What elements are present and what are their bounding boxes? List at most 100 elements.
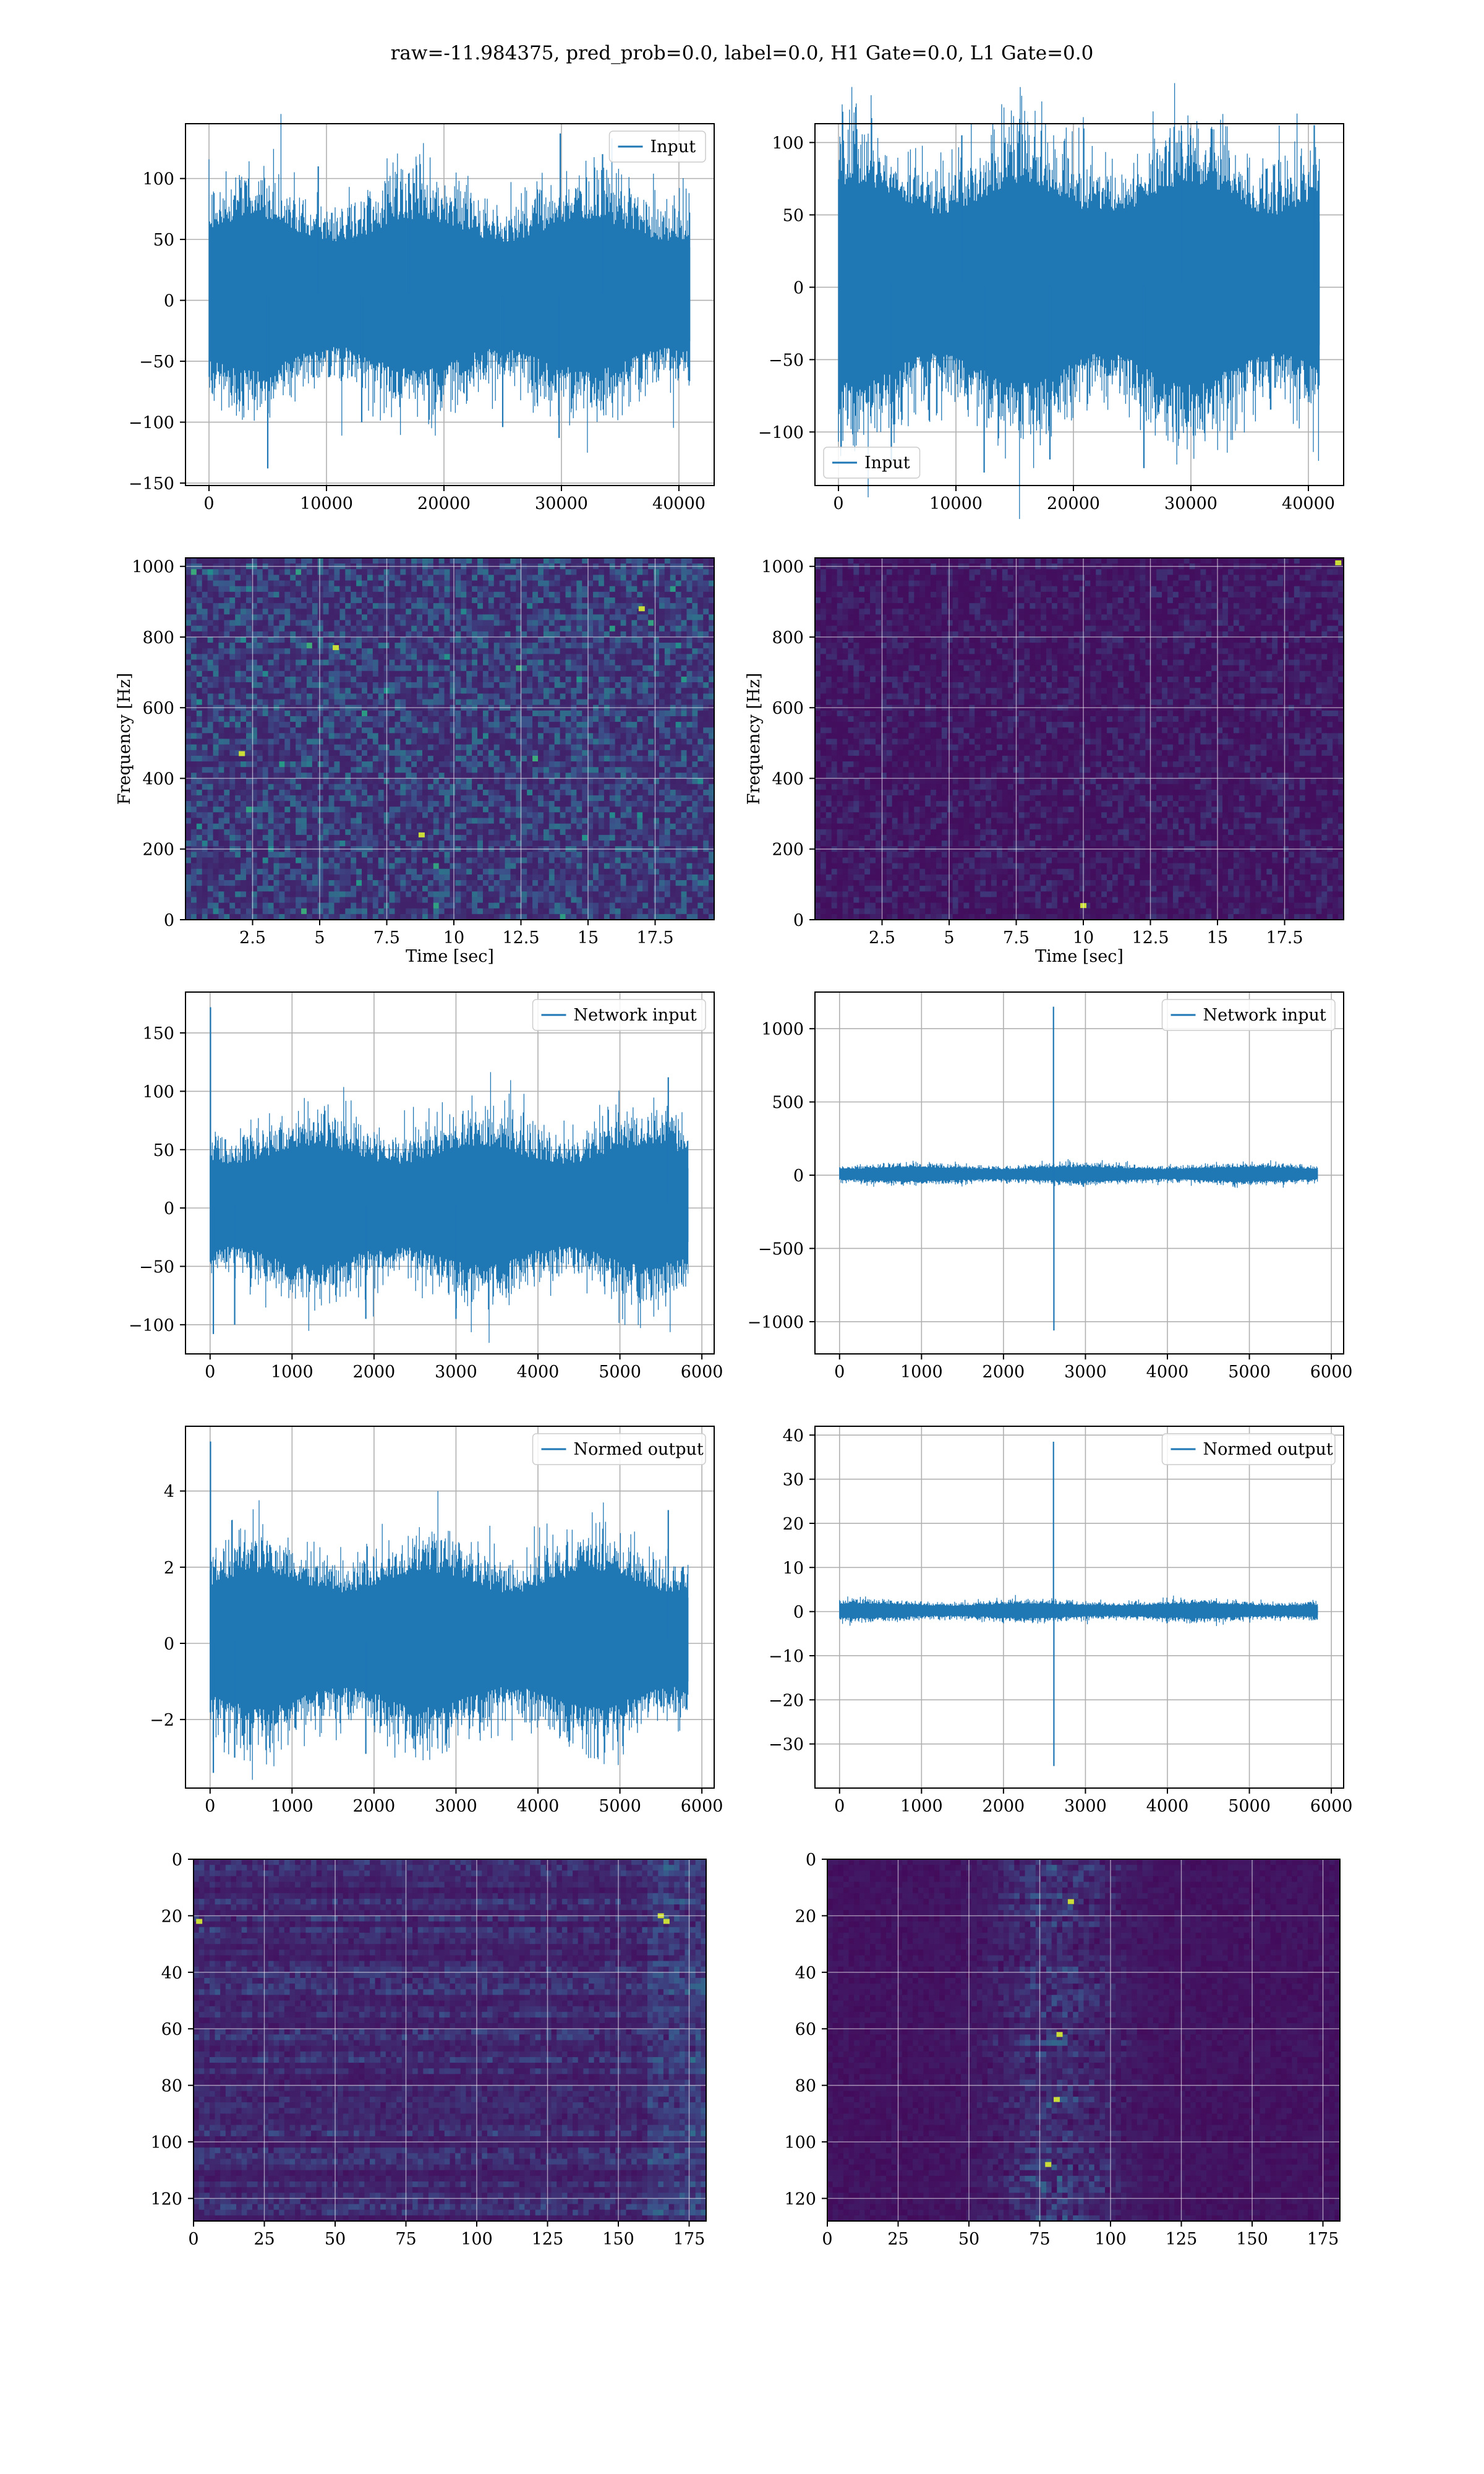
heatmap-cell bbox=[560, 829, 566, 836]
heatmap-cell bbox=[422, 569, 429, 576]
heatmap-cell bbox=[654, 597, 660, 604]
heatmap-cell bbox=[312, 778, 318, 785]
heatmap-cell bbox=[516, 620, 522, 627]
heatmap-cell bbox=[444, 659, 451, 666]
heatmap-cell bbox=[620, 575, 627, 581]
heatmap-cell bbox=[609, 603, 616, 609]
heatmap-cell bbox=[323, 716, 330, 722]
heatmap-cell bbox=[351, 643, 357, 649]
heatmap-cell bbox=[411, 773, 417, 779]
heatmap-cell bbox=[422, 693, 429, 700]
heatmap-cell bbox=[681, 818, 688, 824]
heatmap-cell bbox=[422, 784, 429, 790]
heatmap-cell bbox=[296, 643, 302, 649]
heatmap-cell bbox=[356, 733, 362, 740]
heatmap-cell bbox=[406, 841, 412, 847]
heatmap-cell bbox=[427, 688, 434, 694]
heatmap-cell bbox=[279, 648, 285, 654]
heatmap-cell bbox=[339, 659, 346, 666]
heatmap-cell bbox=[675, 761, 682, 768]
heatmap-cell bbox=[609, 807, 616, 813]
heatmap-cell bbox=[477, 670, 484, 677]
heatmap-cell bbox=[257, 716, 263, 722]
heatmap-cell bbox=[372, 789, 379, 796]
heatmap-cell bbox=[372, 722, 379, 728]
heatmap-cell bbox=[548, 597, 555, 604]
heatmap-cell bbox=[262, 750, 269, 756]
heatmap-cell bbox=[422, 773, 429, 779]
heatmap-cell bbox=[587, 755, 594, 762]
heatmap-cell bbox=[284, 727, 291, 734]
heatmap-cell bbox=[345, 648, 351, 654]
heatmap-cell bbox=[477, 614, 484, 621]
heatmap-cell bbox=[290, 636, 296, 643]
heatmap-cell bbox=[472, 727, 478, 734]
heatmap-cell bbox=[648, 738, 654, 745]
heatmap-cell bbox=[202, 767, 208, 773]
heatmap-cell bbox=[593, 659, 599, 666]
heatmap-cell bbox=[372, 558, 379, 564]
heatmap-cell bbox=[461, 659, 467, 666]
heatmap-cell bbox=[389, 778, 396, 785]
heatmap-cell bbox=[306, 773, 313, 779]
heatmap-cell bbox=[482, 569, 489, 576]
heatmap-cell bbox=[229, 654, 236, 661]
heatmap-cell bbox=[521, 693, 527, 700]
heatmap-cell bbox=[394, 738, 401, 745]
heatmap-cell bbox=[345, 773, 351, 779]
heatmap-cell bbox=[378, 841, 385, 847]
heatmap-cell bbox=[620, 693, 627, 700]
heatmap-cell bbox=[345, 699, 351, 706]
heatmap-cell bbox=[587, 558, 594, 564]
heatmap-cell bbox=[576, 614, 582, 621]
heatmap-cell bbox=[675, 693, 682, 700]
heatmap-cell bbox=[609, 676, 616, 683]
heatmap-cell bbox=[548, 659, 555, 666]
heatmap-cell bbox=[251, 558, 258, 564]
heatmap-cell bbox=[417, 807, 423, 813]
heatmap-cell bbox=[631, 722, 638, 728]
heatmap-cell bbox=[521, 801, 527, 807]
heatmap-cell bbox=[411, 597, 417, 604]
heatmap-cell bbox=[472, 575, 478, 581]
heatmap-cell bbox=[362, 750, 368, 756]
heatmap-cell bbox=[378, 784, 385, 790]
heatmap-cell bbox=[202, 818, 208, 824]
heatmap-cell bbox=[422, 580, 429, 587]
heatmap-cell bbox=[427, 841, 434, 847]
heatmap-cell bbox=[692, 744, 698, 751]
heatmap-cell bbox=[245, 654, 252, 661]
heatmap-cell bbox=[394, 631, 401, 638]
heatmap-cell bbox=[565, 682, 572, 688]
heatmap-cell bbox=[548, 834, 555, 841]
heatmap-cell bbox=[472, 767, 478, 773]
heatmap-cell bbox=[257, 620, 263, 627]
heatmap-cell bbox=[356, 750, 362, 756]
heatmap-cell bbox=[686, 586, 693, 593]
heatmap-cell bbox=[241, 727, 247, 734]
heatmap-cell bbox=[560, 682, 566, 688]
heatmap-cell bbox=[493, 609, 500, 615]
heatmap-cell bbox=[218, 614, 224, 621]
heatmap-cell bbox=[328, 676, 335, 683]
heatmap-cell bbox=[400, 569, 406, 576]
heatmap-cell bbox=[527, 682, 533, 688]
heatmap-cell bbox=[312, 716, 318, 722]
heatmap-cell bbox=[241, 818, 247, 824]
heatmap-cell bbox=[626, 688, 633, 694]
heatmap-cell bbox=[532, 591, 539, 598]
heatmap-cell bbox=[626, 670, 633, 677]
heatmap-cell bbox=[417, 699, 423, 706]
heatmap-cell bbox=[351, 778, 357, 785]
heatmap-cell bbox=[312, 603, 318, 609]
heatmap-cell bbox=[367, 636, 373, 643]
heatmap-cell bbox=[438, 722, 445, 728]
heatmap-cell bbox=[367, 654, 373, 661]
heatmap-cell bbox=[241, 580, 247, 587]
heatmap-cell bbox=[609, 693, 616, 700]
heatmap-cell bbox=[455, 631, 461, 638]
heatmap-cell bbox=[290, 829, 296, 836]
heatmap-cell bbox=[637, 676, 643, 683]
heatmap-cell bbox=[709, 773, 715, 779]
heatmap-cell bbox=[642, 643, 649, 649]
